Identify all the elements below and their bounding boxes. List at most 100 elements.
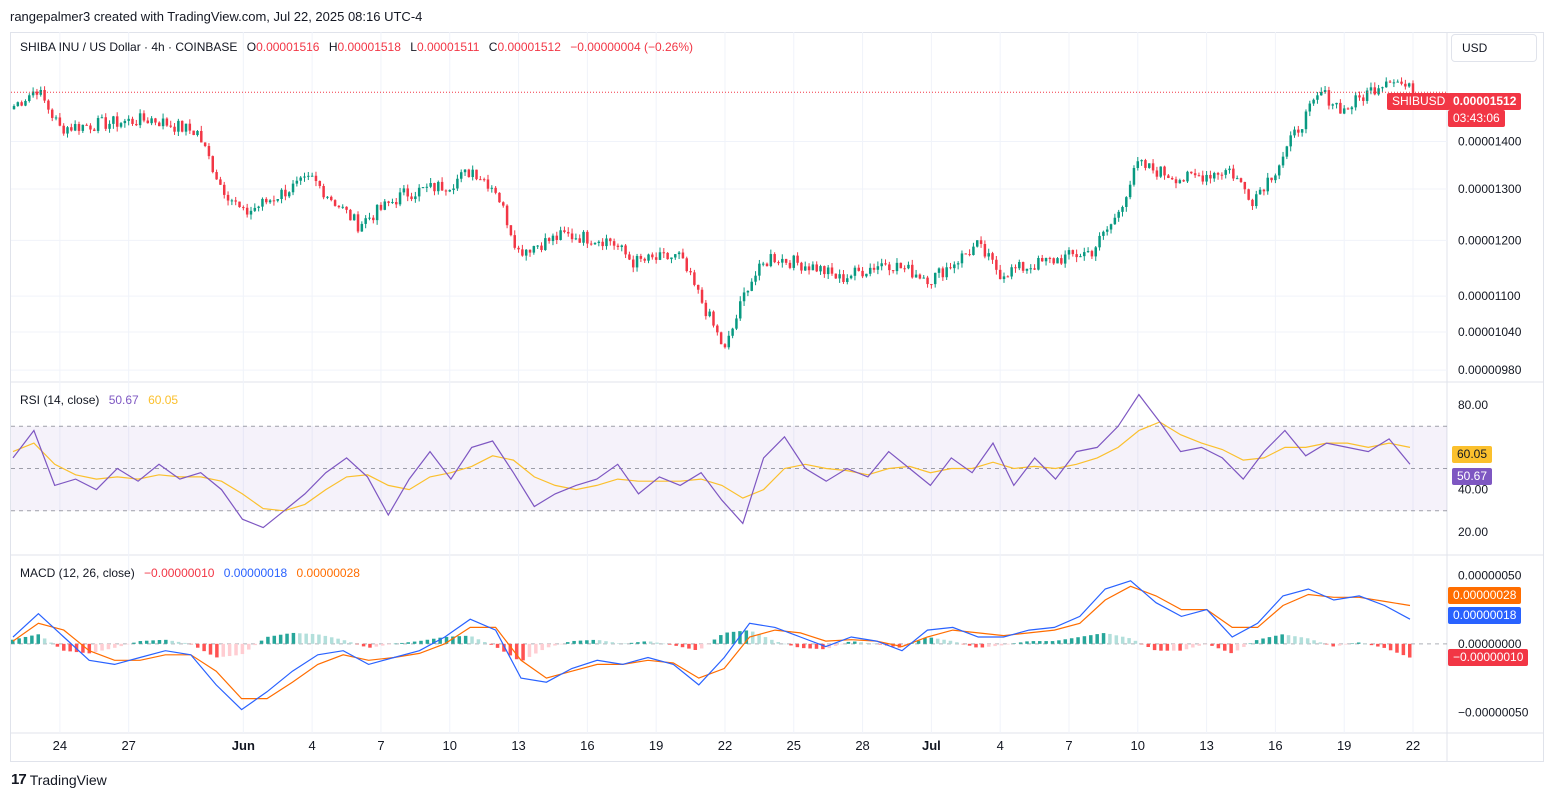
macd-histogram-bar <box>451 636 455 644</box>
candle-body <box>547 238 551 242</box>
candle-body <box>540 245 543 251</box>
candle-body <box>750 281 753 291</box>
candle-body <box>769 254 773 267</box>
macd-histogram-bar <box>1018 642 1023 644</box>
candle-body <box>226 194 230 201</box>
candle-body <box>1293 129 1296 136</box>
macd-hist-tag: −0.00000010 <box>1448 649 1529 666</box>
candle-body <box>1098 235 1101 248</box>
candle-body <box>1209 174 1212 179</box>
candle-body <box>253 207 257 211</box>
rsi-band-fill <box>11 426 1447 511</box>
candle-body <box>1297 129 1300 133</box>
macd-histogram-bar <box>629 642 634 644</box>
candle-body <box>1148 163 1151 168</box>
macd-histogram-bar <box>1293 636 1297 644</box>
candle-body <box>891 270 895 272</box>
candle-body <box>207 146 211 157</box>
candle-body <box>803 266 807 271</box>
candle-body <box>1132 167 1136 185</box>
macd-histogram-bar <box>636 642 640 644</box>
macd-histogram-bar <box>17 638 21 644</box>
candle-body <box>628 254 631 260</box>
candle-body <box>444 190 448 192</box>
macd-histogram-bar <box>955 642 959 644</box>
candle-body <box>761 263 765 265</box>
macd-histogram-bar <box>1248 643 1253 645</box>
macd-histogram-bar <box>489 643 493 645</box>
candle-body <box>612 241 616 246</box>
candle-body <box>654 257 658 260</box>
candle-body <box>62 125 65 134</box>
candle-body <box>914 274 918 278</box>
candle-body <box>670 257 673 260</box>
candle-body <box>360 223 364 232</box>
candle-body <box>375 204 379 221</box>
candle-body <box>1404 83 1407 87</box>
candle-body <box>242 207 245 209</box>
candle-body <box>758 263 761 276</box>
candle-body <box>1323 90 1327 93</box>
macd-histogram-bar <box>170 640 174 644</box>
candle-body <box>1255 194 1258 207</box>
chart-frame <box>10 32 1544 762</box>
macd-signal-value: 0.00000028 <box>296 566 360 580</box>
candle-body <box>544 238 547 251</box>
currency-button[interactable]: USD <box>1451 34 1537 62</box>
candle-body <box>1266 177 1269 192</box>
candle-body <box>127 118 130 121</box>
candle-body <box>1075 254 1078 258</box>
candle-body <box>1170 177 1174 180</box>
candle-body <box>337 205 341 208</box>
candle-body <box>918 274 922 279</box>
candle-body <box>93 129 96 131</box>
candle-body <box>158 122 161 127</box>
candle-body <box>922 277 925 279</box>
candle-body <box>570 233 574 240</box>
macd-histogram-bar <box>272 635 277 644</box>
macd-histogram-bar <box>221 643 226 657</box>
candle-body <box>299 177 302 181</box>
candle-body <box>429 183 432 187</box>
macd-histogram-bar <box>336 638 340 644</box>
macd-histogram-bar <box>1350 643 1355 645</box>
candle-body <box>589 243 593 245</box>
macd-histogram-bar <box>1038 641 1042 644</box>
candle-body <box>203 142 207 147</box>
macd-histogram-bar <box>1114 635 1119 644</box>
countdown-tag: 03:43:06 <box>1448 110 1505 127</box>
macd-histogram-bar <box>789 643 793 646</box>
candle-body <box>1056 258 1059 264</box>
close-label: C <box>488 40 498 54</box>
macd-histogram-bar <box>642 641 647 644</box>
footer-brand[interactable]: 17 TradingView <box>11 771 107 788</box>
macd-histogram-bar <box>55 643 60 647</box>
candle-body <box>341 206 344 208</box>
candle-body <box>410 196 413 200</box>
macd-histogram-bar <box>782 643 787 645</box>
macd-histogram-bar <box>521 643 525 661</box>
macd-histogram-bar <box>948 640 953 644</box>
candle-body <box>238 201 241 208</box>
candle-body <box>398 192 402 205</box>
candle-body <box>437 181 440 192</box>
candle-body <box>276 199 279 201</box>
candle-body <box>1144 160 1147 168</box>
macd-histogram-bar <box>1331 643 1335 647</box>
macd-histogram-bar <box>1108 633 1112 644</box>
rsi-legend: RSI (14, close) 50.67 60.05 <box>20 393 184 407</box>
candle-body <box>54 117 58 119</box>
macd-histogram-bar <box>502 643 506 652</box>
candle-body <box>513 235 516 248</box>
candle-body <box>1174 179 1178 184</box>
candle-body <box>1002 276 1006 280</box>
candle-body <box>1312 99 1315 104</box>
candle-body <box>433 183 436 192</box>
macd-hist-value: −0.00000010 <box>144 566 215 580</box>
macd-histogram-bar <box>457 636 462 644</box>
candle-body <box>815 264 818 272</box>
price-tick-label: 0.00001400 <box>1458 135 1522 149</box>
candle-body <box>20 102 23 106</box>
candle-body <box>796 255 799 263</box>
